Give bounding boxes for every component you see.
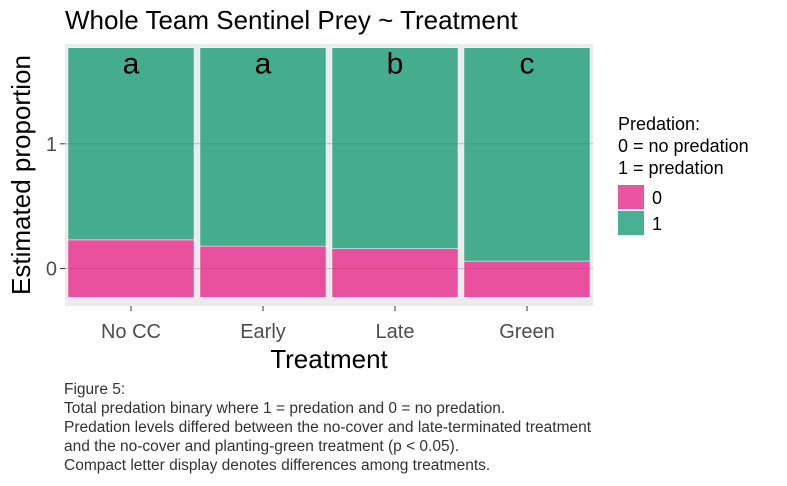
- x-tick-label: Green: [499, 321, 555, 343]
- x-axis-title: Treatment: [270, 344, 388, 374]
- letter-label: a: [255, 48, 272, 81]
- legend-title-line: 1 = predation: [618, 158, 724, 178]
- x-axis: No CC Early Late Green: [101, 306, 555, 343]
- bar-1-no-cc: [67, 47, 195, 241]
- x-tick-label: No CC: [101, 321, 161, 343]
- bar-0-late: [331, 248, 459, 298]
- caption-line: and the no-cover and planting-green trea…: [64, 438, 460, 455]
- x-tick-label: Late: [376, 321, 415, 343]
- bar-0-no-cc: [67, 239, 195, 298]
- legend-title-line: Predation:: [618, 114, 700, 134]
- x-tick-label: Early: [240, 321, 286, 343]
- legend-title-line: 0 = no predation: [618, 136, 749, 156]
- legend-key-1: [618, 211, 644, 235]
- bars: [67, 47, 591, 298]
- letter-label: b: [387, 48, 404, 81]
- figure-caption: Figure 5: Total predation binary where 1…: [64, 380, 764, 475]
- legend-key-0: [618, 185, 644, 209]
- bar-0-early: [199, 245, 327, 298]
- caption-line: Figure 5:: [64, 381, 126, 398]
- legend-label: 0: [652, 188, 662, 208]
- chart-title: Whole Team Sentinel Prey ~ Treatment: [65, 5, 518, 35]
- y-tick-label: 0: [46, 259, 57, 281]
- bar-1-green: [463, 47, 591, 262]
- caption-line: Total predation binary where 1 = predati…: [64, 400, 506, 417]
- y-tick-label: 1: [46, 134, 57, 156]
- letter-label: c: [520, 48, 535, 81]
- caption-line: Compact letter display denotes differenc…: [64, 457, 491, 474]
- bar-1-early: [199, 47, 327, 247]
- y-axis: 01: [46, 134, 65, 281]
- bar-1-late: [331, 47, 459, 249]
- legend-label: 1: [652, 214, 662, 234]
- caption-line: Predation levels differed between the no…: [64, 419, 592, 436]
- bar-0-green: [463, 260, 591, 298]
- y-axis-title: Estimated proportion: [6, 55, 36, 295]
- letter-label: a: [123, 48, 140, 81]
